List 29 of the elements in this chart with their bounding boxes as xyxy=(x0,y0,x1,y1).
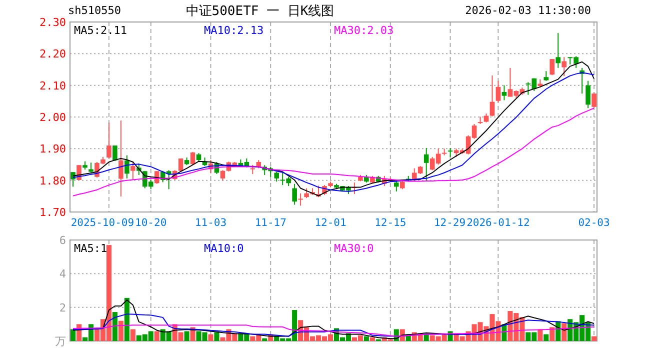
x-tick-label: 10-20 xyxy=(135,217,167,229)
y-tick-label: 2.10 xyxy=(40,79,66,92)
y-tick-label: 1.90 xyxy=(40,142,66,156)
x-tick-label: 12-15 xyxy=(374,217,406,229)
text: MA30:0 xyxy=(334,242,374,255)
y-tick-label: 2.00 xyxy=(40,111,66,124)
text: MA10:2.13 xyxy=(204,24,264,37)
text: MA5:1 xyxy=(74,242,108,255)
text: MA10:0 xyxy=(204,242,244,255)
text: MA30:2.03 xyxy=(334,24,394,37)
y-tick-label: 2.20 xyxy=(40,48,66,61)
y-tick-label: 2.30 xyxy=(40,16,66,29)
x-tick-label: 11-03 xyxy=(194,217,227,229)
text: 2026-02-03 11:30:00 xyxy=(465,4,591,17)
y-tick-label: 4 xyxy=(59,268,66,281)
x-tick-label: 2026-01-12 xyxy=(466,217,530,229)
x-tick-label: 11-17 xyxy=(254,217,286,229)
x-tick-label: 12-01 xyxy=(314,217,346,229)
x-tick-label: 12-29 xyxy=(434,217,466,229)
text: MA5:2.11 xyxy=(74,24,127,37)
y-tick-label: 2 xyxy=(59,301,66,314)
y-tick-label: 6 xyxy=(59,234,66,247)
chart-subtitle: sh510550 xyxy=(68,4,121,17)
x-tick-label: 02-03 xyxy=(578,217,610,229)
chart-title: 中证500ETF 一 日K线图 xyxy=(186,4,334,19)
y-axis-title: 万 xyxy=(55,335,66,348)
x-tick-label: 2025-10-09 xyxy=(70,217,134,229)
y-tick-label: 1.70 xyxy=(40,206,66,219)
y-tick-label: 1.80 xyxy=(40,174,66,188)
